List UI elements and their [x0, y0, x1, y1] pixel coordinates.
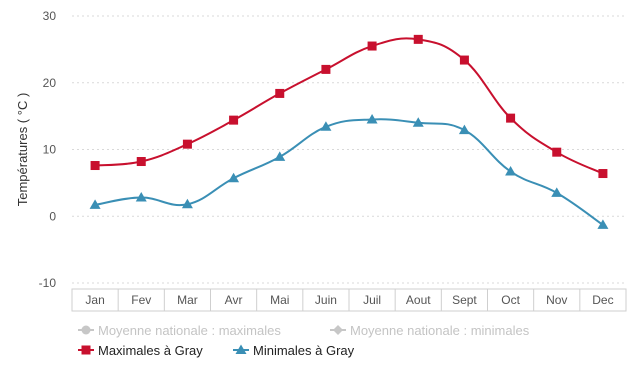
legend-marker-moyenne-nationale-maximales [81, 325, 91, 335]
x-tick-label: Mar [177, 293, 198, 307]
data-point-min [597, 219, 609, 229]
x-tick-label: Mai [270, 293, 289, 307]
data-point-max [275, 88, 285, 98]
data-point-min [228, 172, 240, 183]
data-point-min [551, 187, 563, 197]
x-tick-label: Dec [592, 293, 613, 307]
x-tick-label: Avr [225, 293, 243, 307]
data-point-min [181, 198, 193, 209]
legend-marker-minimales-gray [235, 344, 247, 354]
data-point-min [412, 117, 424, 127]
data-point-max [367, 41, 377, 51]
data-point-min [89, 199, 101, 209]
x-tick-label: Nov [546, 293, 567, 307]
series-line-max [94, 37, 604, 175]
y-tick-label: 10 [43, 143, 57, 157]
x-tick-label: Jan [85, 293, 104, 307]
data-point-max [413, 34, 423, 44]
data-point-max [321, 64, 331, 74]
data-point-min [320, 121, 332, 131]
data-point-max [552, 147, 562, 157]
y-axis-label: Températures ( °C ) [15, 93, 30, 207]
y-tick-label: 20 [43, 76, 57, 90]
data-point-min [135, 192, 147, 202]
data-point-max [182, 139, 192, 149]
x-tick-label: Sept [452, 293, 477, 307]
legend-label-minimales-gray[interactable]: Minimales à Gray [253, 343, 355, 358]
series-line-min [94, 118, 604, 226]
y-tick-label: 30 [43, 9, 57, 23]
x-tick-label: Aout [406, 293, 431, 307]
legend-label-moyenne-nationale-minimales[interactable]: Moyenne nationale : minimales [350, 323, 530, 338]
x-tick-label: Fev [131, 293, 151, 307]
data-point-min [505, 166, 517, 176]
y-tick-label: -10 [39, 276, 57, 290]
data-point-min [458, 124, 470, 135]
data-point-max [90, 161, 100, 171]
legend-label-maximales-gray[interactable]: Maximales à Gray [98, 343, 203, 358]
legend-marker-moyenne-nationale-minimales [333, 325, 343, 335]
data-point-max [229, 115, 239, 125]
x-tick-label: Oct [501, 293, 520, 307]
legend-label-moyenne-nationale-maximales[interactable]: Moyenne nationale : maximales [98, 323, 281, 338]
y-tick-label: 0 [49, 209, 56, 223]
data-point-min [366, 113, 378, 124]
x-tick-label: Juil [363, 293, 381, 307]
legend-marker-maximales-gray [81, 345, 91, 355]
data-point-max [598, 169, 608, 179]
data-point-max [459, 55, 469, 65]
data-point-max [506, 113, 516, 123]
x-tick-label: Juin [315, 293, 337, 307]
data-point-min [274, 151, 286, 161]
data-point-max [136, 157, 146, 167]
